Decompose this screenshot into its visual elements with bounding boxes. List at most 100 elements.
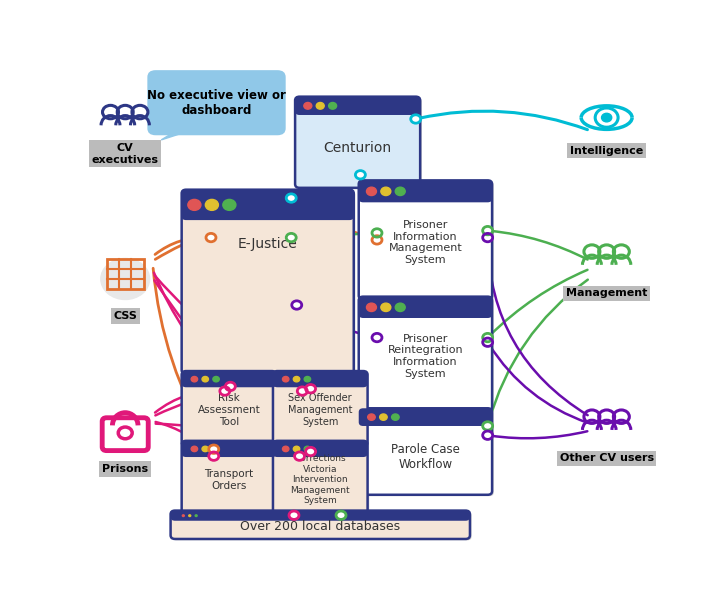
Text: Intelligence: Intelligence <box>570 146 643 156</box>
FancyBboxPatch shape <box>275 373 369 448</box>
Bar <box>191 205 345 216</box>
Circle shape <box>295 452 304 460</box>
FancyBboxPatch shape <box>181 190 353 220</box>
Circle shape <box>292 301 302 309</box>
FancyBboxPatch shape <box>273 371 368 446</box>
Circle shape <box>366 187 376 196</box>
Circle shape <box>293 376 300 382</box>
Text: Other CV users: Other CV users <box>560 454 654 463</box>
Bar <box>106 260 144 289</box>
Circle shape <box>283 446 289 452</box>
Circle shape <box>483 431 493 440</box>
FancyBboxPatch shape <box>358 297 492 411</box>
Text: CV
executives: CV executives <box>91 143 159 165</box>
Circle shape <box>396 187 406 196</box>
FancyBboxPatch shape <box>183 373 278 448</box>
Bar <box>368 417 483 422</box>
Circle shape <box>188 515 191 516</box>
Circle shape <box>101 259 150 300</box>
FancyBboxPatch shape <box>273 371 368 387</box>
Circle shape <box>411 115 421 123</box>
Text: Prisoner
Information
Management
System: Prisoner Information Management System <box>388 220 462 265</box>
Circle shape <box>372 333 382 342</box>
FancyBboxPatch shape <box>181 190 353 374</box>
Circle shape <box>304 376 311 382</box>
Circle shape <box>483 338 493 347</box>
Circle shape <box>283 376 289 382</box>
Circle shape <box>286 233 296 242</box>
Circle shape <box>188 199 201 210</box>
Circle shape <box>297 387 307 395</box>
Circle shape <box>372 229 382 237</box>
Circle shape <box>380 414 387 420</box>
FancyBboxPatch shape <box>275 442 369 517</box>
FancyBboxPatch shape <box>361 410 494 496</box>
FancyBboxPatch shape <box>295 97 420 188</box>
Circle shape <box>381 187 391 196</box>
FancyBboxPatch shape <box>297 98 422 189</box>
FancyBboxPatch shape <box>181 371 276 387</box>
FancyBboxPatch shape <box>295 97 420 115</box>
Circle shape <box>328 103 336 109</box>
Bar <box>282 449 358 454</box>
Circle shape <box>372 236 382 244</box>
Circle shape <box>304 446 311 452</box>
FancyBboxPatch shape <box>181 371 276 446</box>
Circle shape <box>316 103 324 109</box>
Circle shape <box>396 303 406 312</box>
Text: Parole Case
Workflow: Parole Case Workflow <box>391 443 460 471</box>
Text: Over 200 local databases: Over 200 local databases <box>240 519 401 533</box>
FancyBboxPatch shape <box>183 442 278 517</box>
FancyBboxPatch shape <box>273 441 368 516</box>
Text: Management: Management <box>566 288 648 298</box>
Bar <box>191 379 268 384</box>
Text: Corrections
Victoria
Intervention
Management
System: Corrections Victoria Intervention Manage… <box>291 454 350 505</box>
Text: No executive view or
dashboard: No executive view or dashboard <box>147 89 286 117</box>
Bar <box>368 307 483 314</box>
Circle shape <box>220 387 230 395</box>
Text: E-Justice: E-Justice <box>238 237 298 251</box>
Bar <box>368 191 483 199</box>
Circle shape <box>191 376 198 382</box>
FancyBboxPatch shape <box>358 181 492 202</box>
Circle shape <box>483 422 493 430</box>
Circle shape <box>208 445 218 454</box>
Circle shape <box>202 376 208 382</box>
Circle shape <box>304 103 312 109</box>
FancyBboxPatch shape <box>172 512 472 541</box>
FancyBboxPatch shape <box>273 441 368 457</box>
Circle shape <box>356 170 366 179</box>
Circle shape <box>202 446 208 452</box>
Circle shape <box>293 446 300 452</box>
FancyBboxPatch shape <box>171 510 470 521</box>
Circle shape <box>381 303 391 312</box>
Text: CSS: CSS <box>114 311 137 321</box>
Text: Sex Offender
Management
System: Sex Offender Management System <box>288 393 353 426</box>
FancyBboxPatch shape <box>183 191 356 375</box>
Bar <box>191 449 268 454</box>
FancyBboxPatch shape <box>171 510 470 539</box>
Circle shape <box>483 333 493 342</box>
FancyBboxPatch shape <box>361 298 494 413</box>
FancyBboxPatch shape <box>358 181 492 300</box>
Circle shape <box>226 382 236 391</box>
Bar <box>304 106 411 111</box>
Circle shape <box>208 452 218 460</box>
Text: Risk
Assessment
Tool: Risk Assessment Tool <box>198 393 261 426</box>
Bar <box>282 379 358 384</box>
FancyBboxPatch shape <box>358 297 492 318</box>
Circle shape <box>483 226 493 235</box>
Text: Prisoner
Reintegration
Information
System: Prisoner Reintegration Information Syste… <box>388 334 463 379</box>
Circle shape <box>182 515 184 516</box>
Text: Transport
Orders: Transport Orders <box>204 469 253 490</box>
Circle shape <box>391 414 399 420</box>
Circle shape <box>366 303 376 312</box>
Circle shape <box>213 376 219 382</box>
Circle shape <box>286 194 296 202</box>
FancyBboxPatch shape <box>358 408 492 426</box>
Circle shape <box>223 199 236 210</box>
Circle shape <box>213 446 219 452</box>
Text: Centurion: Centurion <box>323 141 392 155</box>
FancyBboxPatch shape <box>147 70 286 135</box>
Circle shape <box>289 511 299 519</box>
